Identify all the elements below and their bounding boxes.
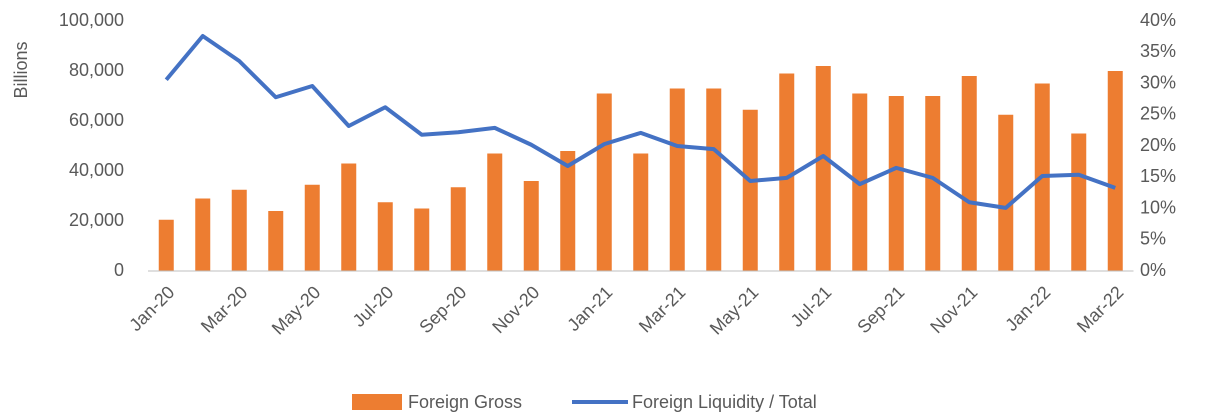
bar — [414, 208, 430, 271]
legend-label: Foreign Liquidity / Total — [632, 392, 817, 412]
bar — [268, 211, 284, 271]
y-tick-label: 0 — [114, 260, 124, 280]
bar — [961, 76, 977, 271]
bar — [925, 96, 941, 271]
y2-tick-label: 25% — [1140, 104, 1176, 124]
y2-tick-label: 40% — [1140, 10, 1176, 30]
bar — [1071, 133, 1087, 271]
bar — [669, 88, 685, 271]
bar — [998, 114, 1014, 271]
bar — [158, 219, 174, 271]
bar — [779, 73, 795, 271]
x-tick-label: Jul-20 — [349, 282, 398, 331]
line — [164, 34, 1116, 210]
bar — [487, 153, 503, 271]
x-tick-label: May-21 — [706, 282, 763, 339]
bar — [341, 163, 357, 271]
bar — [706, 88, 722, 271]
bar — [523, 181, 539, 271]
legend-label: Foreign Gross — [408, 392, 522, 412]
y2-tick-label: 15% — [1140, 166, 1176, 186]
y2-tick-label: 20% — [1140, 135, 1176, 155]
y2-tick-label: 10% — [1140, 197, 1176, 217]
y2-tick-label: 30% — [1140, 72, 1176, 92]
x-tick-label: Jan-21 — [563, 282, 616, 335]
x-tick-label: Jan-20 — [125, 282, 178, 335]
bar — [231, 189, 247, 271]
x-tick-label: Sep-21 — [853, 282, 908, 337]
bar — [633, 153, 649, 271]
y2-tick-label: 35% — [1140, 41, 1176, 61]
bar — [888, 96, 904, 271]
legend-swatch — [352, 394, 402, 410]
y-tick-label: 40,000 — [69, 160, 124, 180]
bar — [195, 198, 211, 271]
y-tick-label: 80,000 — [69, 60, 124, 80]
bar — [1107, 71, 1123, 271]
bar — [450, 187, 466, 271]
x-tick-label: Nov-20 — [488, 282, 543, 337]
bar — [377, 202, 393, 271]
y-tick-label: 20,000 — [69, 210, 124, 230]
bar — [596, 93, 612, 271]
bar — [560, 151, 576, 271]
y2-tick-label: 5% — [1140, 229, 1166, 249]
y-axis-label: Billions — [11, 41, 31, 98]
bar — [742, 109, 758, 271]
bar — [304, 184, 320, 271]
bar — [815, 66, 831, 271]
x-tick-label: Jan-22 — [1001, 282, 1054, 335]
x-tick-label: Sep-20 — [415, 282, 470, 337]
y-tick-label: 60,000 — [69, 110, 124, 130]
x-tick-label: Mar-22 — [1073, 282, 1127, 336]
y2-tick-label: 0% — [1140, 260, 1166, 280]
y-tick-label: 100,000 — [59, 10, 124, 30]
x-tick-label: May-20 — [268, 282, 325, 339]
x-tick-label: Mar-21 — [635, 282, 689, 336]
x-tick-label: Nov-21 — [926, 282, 981, 337]
x-tick-label: Mar-20 — [197, 282, 251, 336]
x-tick-label: Jul-21 — [787, 282, 836, 331]
